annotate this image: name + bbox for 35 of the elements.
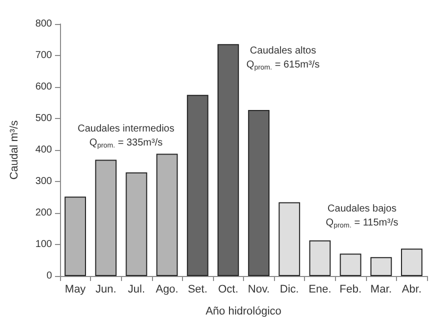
bar (309, 240, 331, 276)
y-tick-label: 0 (46, 270, 52, 282)
y-tick-label: 700 (35, 50, 52, 61)
x-tick-label: Jul. (128, 284, 146, 296)
x-tick-label: Mar. (370, 284, 392, 296)
bar (340, 254, 362, 276)
x-tick-label: Feb. (340, 284, 362, 296)
x-tick-label: Jun. (95, 284, 116, 296)
x-axis-title: Año hidrológico (206, 306, 282, 318)
x-tick-label: Ene. (308, 284, 332, 296)
y-tick-label: 600 (35, 82, 52, 92)
x-tick-label: Abr. (402, 284, 422, 296)
bar (156, 154, 178, 276)
x-tick-label: Dic. (280, 284, 299, 296)
bar (218, 44, 239, 276)
y-tick-label: 200 (35, 208, 52, 218)
x-tick-label: Nov. (248, 284, 270, 296)
bar (401, 248, 422, 276)
bar (278, 202, 300, 276)
x-tick-label: Oct. (218, 284, 238, 296)
x-tick-label: May (64, 284, 86, 296)
y-tick-label: 100 (35, 239, 52, 250)
bar (186, 94, 208, 276)
y-tick-label: 500 (35, 113, 52, 124)
bar (95, 160, 117, 276)
y-tick-label: 300 (35, 176, 52, 187)
y-tick-label: 400 (35, 144, 52, 156)
bar (126, 172, 148, 276)
x-tick-label: Set. (188, 284, 208, 296)
bar (248, 110, 270, 276)
bar (64, 196, 86, 276)
y-axis-title: Caudal m³/s (8, 120, 20, 180)
bar (370, 257, 392, 276)
y-tick-label: 800 (35, 18, 52, 30)
x-tick-label: Ago. (156, 284, 178, 296)
